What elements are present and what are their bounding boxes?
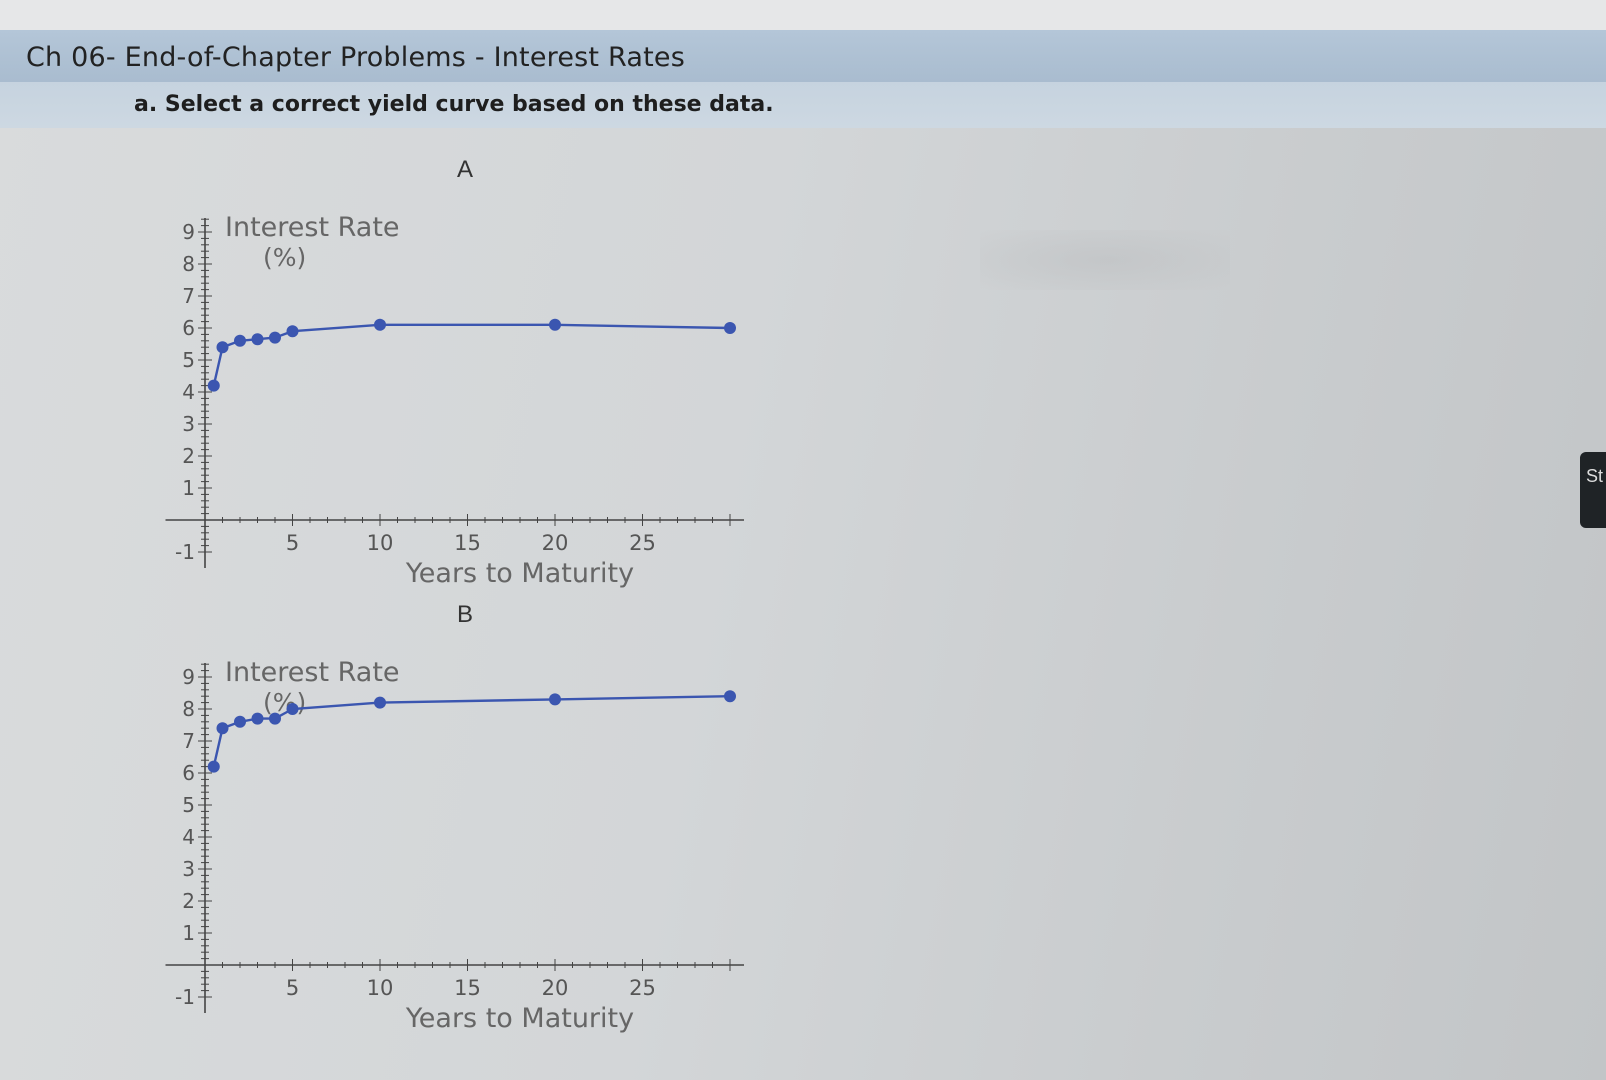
title-bar: Ch 06- End-of-Chapter Problems - Interes… — [0, 30, 1606, 83]
data-point — [251, 333, 264, 346]
data-point — [286, 703, 299, 715]
y-tick-label: 7 — [182, 284, 195, 308]
y-axis-label: Interest Rate — [225, 212, 400, 243]
data-point — [216, 722, 229, 735]
x-tick-label: 25 — [629, 531, 656, 555]
data-point — [207, 760, 220, 773]
question-prompt: a. Select a correct yield curve based on… — [134, 92, 774, 117]
y-axis-label: Interest Rate — [225, 657, 400, 688]
y-tick-label: 9 — [182, 220, 195, 244]
y-tick-label: 8 — [182, 252, 195, 276]
x-tick-label: 25 — [629, 976, 656, 1000]
screen-glare — [980, 230, 1230, 290]
x-axis-label: Years to Maturity — [405, 558, 634, 589]
data-point — [286, 325, 299, 338]
y-tick-label: 1 — [182, 476, 195, 500]
y-tick-label: 5 — [182, 793, 195, 817]
y-tick-label: -1 — [175, 540, 195, 564]
x-axis-label: Years to Maturity — [405, 1003, 634, 1034]
x-tick-label: 10 — [367, 531, 394, 555]
x-tick-label: 10 — [367, 976, 394, 1000]
y-tick-label: 3 — [182, 412, 195, 436]
data-point — [269, 712, 281, 725]
y-tick-label: 8 — [182, 697, 195, 721]
y-tick-label: 6 — [182, 761, 195, 785]
x-tick-label: 20 — [542, 531, 569, 555]
y-axis-unit: (%) — [263, 243, 306, 272]
chart-label: B — [457, 601, 473, 628]
y-tick-label: 4 — [182, 380, 195, 404]
data-point — [374, 696, 386, 709]
data-point — [251, 712, 264, 725]
x-tick-label: 15 — [454, 976, 481, 1000]
top-strip — [0, 0, 1606, 30]
y-tick-label: 4 — [182, 825, 195, 849]
data-point — [549, 318, 561, 331]
data-point — [724, 690, 736, 703]
data-point — [269, 331, 281, 344]
x-tick-label: 20 — [542, 976, 569, 1000]
data-point — [216, 341, 229, 354]
y-tick-label: 1 — [182, 921, 195, 945]
x-tick-label: 15 — [454, 531, 481, 555]
y-tick-label: 2 — [182, 444, 195, 468]
chart-a-svg: A 5 10 15 20 25 -1 1 2 3 4 5 6 7 8 9 Interest Rate(%) Yea… — [165, 156, 744, 589]
yield-curve-option-b[interactable]: B 5 10 15 20 25 -1 1 2 3 4 5 6 7 8 9 Interest Rate (%) Yea… — [150, 595, 770, 1035]
side-tab[interactable]: St — [1580, 452, 1606, 528]
y-tick-label: 9 — [182, 665, 195, 689]
side-tab-label: St — [1586, 466, 1604, 486]
chart-label: A — [457, 156, 473, 183]
y-tick-label: 7 — [182, 729, 195, 753]
yield-curve-option-a[interactable]: A 5 10 15 20 25 -1 1 2 3 4 5 6 7 8 9 Interest Rate (%) Yea… — [150, 150, 770, 590]
y-tick-label: -1 — [175, 985, 195, 1009]
y-tick-label: 2 — [182, 889, 195, 913]
y-tick-label: 5 — [182, 348, 195, 372]
page-title: Ch 06- End-of-Chapter Problems - Interes… — [26, 42, 685, 73]
data-point — [549, 693, 561, 706]
x-tick-label: 5 — [286, 531, 299, 555]
data-point — [374, 318, 386, 331]
data-point — [234, 715, 246, 728]
data-point — [207, 379, 220, 392]
question-bar: a. Select a correct yield curve based on… — [0, 82, 1606, 128]
data-point — [724, 322, 736, 334]
x-tick-label: 5 — [286, 976, 299, 1000]
y-tick-label: 3 — [182, 857, 195, 881]
data-point — [234, 334, 246, 347]
y-tick-label: 6 — [182, 316, 195, 340]
